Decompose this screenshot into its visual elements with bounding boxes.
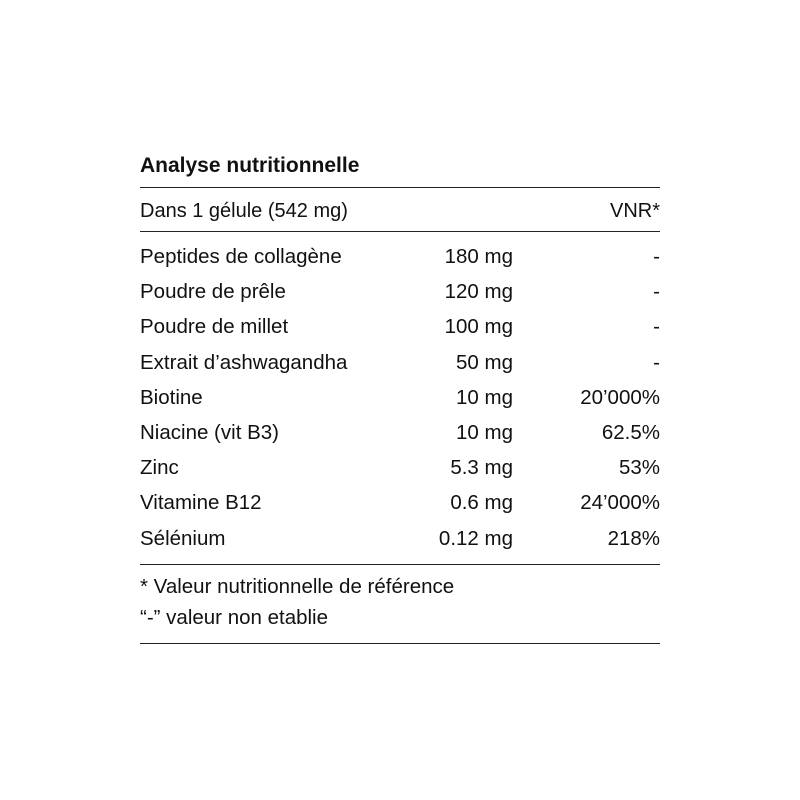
divider — [140, 642, 660, 644]
nutrient-vnr: - — [653, 280, 660, 304]
table-header: Dans 1 gélule (542 mg) VNR* — [140, 188, 660, 231]
divider — [140, 187, 660, 188]
nutrition-table: Analyse nutritionnelle Dans 1 gélule (54… — [140, 150, 660, 644]
table-row: Zinc 5.3 mg 53% — [140, 450, 660, 485]
nutrient-vnr: 218% — [607, 526, 660, 550]
table-row: Niacine (vit B3) 10 mg 62.5% — [140, 415, 660, 450]
footnote: “-” valeur non etablie — [140, 605, 329, 629]
divider — [140, 563, 660, 565]
nutrient-name: Zinc — [140, 456, 179, 480]
nutrient-amount: 0.6 mg — [450, 491, 513, 515]
nutrient-vnr: 53% — [618, 456, 660, 480]
nutrient-amount: 0.12 mg — [438, 526, 513, 550]
vnr-header: VNR* — [609, 200, 660, 222]
table-row: Extrait d’ashwagandha 50 mg - — [140, 345, 660, 380]
nutrient-vnr: 24’000% — [580, 491, 660, 515]
table-row: Biotine 10 mg 20’000% — [140, 380, 660, 415]
table-title: Analyse nutritionnelle — [140, 154, 360, 177]
nutrient-amount: 10 mg — [456, 385, 513, 409]
table-row: Poudre de prêle 120 mg - — [140, 274, 660, 309]
table-row: Vitamine B12 0.6 mg 24’000% — [140, 485, 660, 520]
table-row: Sélénium 0.12 mg 218% — [140, 521, 660, 556]
nutrient-name: Peptides de collagène — [140, 245, 342, 268]
table-row: Poudre de millet 100 mg - — [140, 309, 660, 344]
nutrient-name: Poudre de prêle — [140, 280, 286, 304]
nutrient-name: Biotine — [140, 385, 203, 409]
nutrient-amount: 5.3 mg — [450, 456, 513, 480]
nutrient-name: Extrait d’ashwagandha — [140, 350, 348, 374]
nutrient-name: Vitamine B12 — [140, 491, 262, 515]
nutrient-vnr: - — [653, 315, 660, 339]
nutrient-amount: 100 mg — [444, 315, 513, 339]
nutrient-amount: 50 mg — [456, 350, 513, 374]
nutrient-name: Sélénium — [140, 526, 226, 550]
nutrient-name: Poudre de millet — [140, 315, 289, 339]
nutrient-vnr: 20’000% — [580, 385, 660, 409]
nutrient-vnr: - — [653, 245, 660, 268]
table-row: Peptides de collagène 180 mg - — [140, 239, 660, 274]
table-body: Peptides de collagène 180 mg - Poudre de pr… — [140, 232, 660, 564]
divider — [140, 231, 660, 232]
nutrient-amount: 120 mg — [444, 280, 513, 304]
footnote: * Valeur nutritionnelle de référence — [140, 574, 455, 598]
nutrient-amount: 180 mg — [444, 245, 513, 268]
nutrient-vnr: - — [653, 350, 660, 374]
nutrient-vnr: 62.5% — [601, 420, 660, 444]
footnotes: * Valeur nutritionnelle de référence “-”… — [140, 565, 660, 643]
nutrient-amount: 10 mg — [456, 420, 513, 444]
serving-label: Dans 1 gélule (542 mg) — [140, 200, 348, 222]
nutrient-name: Niacine (vit B3) — [140, 420, 279, 444]
